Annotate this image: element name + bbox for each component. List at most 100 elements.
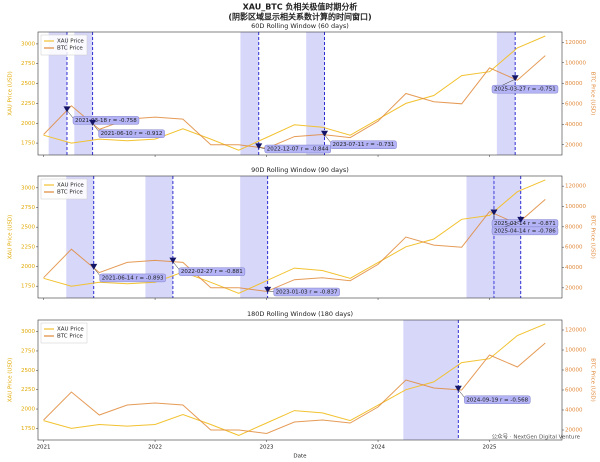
y-tick-label: 2750 (21, 61, 35, 67)
x-tick-label: 2025 (483, 445, 497, 451)
panel-title: 90D Rolling Window (90 days) (251, 166, 349, 174)
annotation-label: 2021-06-14 r = -0.893 (102, 275, 164, 281)
annotation-label: 2025-03-27 r = -0.751 (494, 87, 556, 93)
y2-tick-label: 100000 (565, 204, 586, 210)
extreme-marker (490, 209, 498, 216)
annotation-box (264, 144, 331, 154)
y2-tick-label: 100000 (565, 348, 586, 354)
y-tick-label: 2000 (21, 121, 35, 127)
y-tick-label: 3000 (21, 185, 35, 191)
annotation-label: 2021-03-18 r = -0.758 (75, 118, 137, 124)
y-tick-label: 2250 (21, 101, 35, 107)
y2-tick-label: 40000 (565, 408, 583, 414)
series-line (43, 179, 546, 294)
series-line (43, 323, 546, 436)
y2-axis-label: BTC Price (USD) (590, 72, 596, 116)
extreme-marker (511, 75, 519, 82)
series-line (43, 199, 546, 292)
y-tick-label: 2500 (21, 225, 35, 231)
y2-tick-label: 80000 (565, 81, 583, 87)
y2-axis-label: BTC Price (USD) (590, 358, 596, 402)
y-tick-label: 2750 (21, 205, 35, 211)
y-tick-label: 3000 (21, 329, 35, 335)
annotation-label: 2022-02-27 r = -0.881 (181, 269, 243, 275)
annotation-box (491, 226, 559, 236)
y-tick-label: 2750 (21, 348, 35, 354)
window-shade (403, 320, 459, 440)
y2-tick-label: 120000 (565, 40, 586, 46)
plot-frame (37, 31, 563, 156)
panel-title: 180D Rolling Window (180 days) (247, 310, 353, 318)
legend-label: BTC Price (57, 46, 83, 52)
annotation-label: 2023-07-11 r = -0.731 (333, 142, 395, 148)
extreme-marker (264, 286, 272, 293)
series-line (43, 35, 546, 151)
y-axis-label: XAU Price (USD) (8, 215, 14, 260)
y-tick-label: 3000 (21, 41, 35, 47)
annotation-box (99, 273, 166, 283)
annotation-label: 2023-01-03 r = -0.837 (276, 290, 338, 296)
annotation-label: 2024-09-19 r = -0.568 (466, 397, 528, 403)
extreme-marker (517, 216, 525, 223)
legend-label: XAU Price (57, 39, 84, 45)
figure-title: XAU_BTC 负相关极值时期分析 (243, 2, 358, 12)
y2-tick-label: 20000 (565, 428, 583, 434)
y-tick-label: 2500 (21, 368, 35, 374)
annotation-box (178, 267, 246, 276)
y2-tick-label: 20000 (565, 142, 583, 148)
extreme-marker (454, 385, 462, 392)
window-shade (496, 32, 516, 155)
y2-tick-label: 60000 (565, 101, 583, 107)
window-shade (466, 176, 494, 298)
y2-axis-label: BTC Price (USD) (590, 215, 596, 259)
x-tick-label: 2022 (148, 445, 162, 451)
y2-tick-label: 100000 (565, 60, 586, 66)
window-shade (240, 176, 268, 298)
y2-tick-label: 80000 (565, 368, 583, 374)
legend-label: BTC Price (57, 190, 83, 196)
annotation-box (330, 140, 397, 149)
annotation-label: 2022-12-07 r = -0.844 (267, 147, 329, 153)
y2-tick-label: 120000 (565, 328, 586, 334)
annotation-label: 2025-01-14 r = -0.871 (494, 221, 556, 227)
window-shade (240, 32, 259, 155)
annotation-box (491, 84, 559, 94)
legend-label: BTC Price (57, 334, 83, 340)
legend-label: XAU Price (57, 183, 84, 189)
y2-tick-label: 60000 (565, 245, 583, 251)
extreme-marker (89, 119, 97, 126)
y2-tick-label: 20000 (565, 285, 583, 291)
y-tick-label: 1750 (21, 284, 35, 290)
legend-box (40, 322, 88, 344)
annotation-box (98, 129, 165, 138)
figure-subtitle: (阴影区域显示相关系数计算的时间窗口) (228, 12, 371, 22)
y-tick-label: 2250 (21, 387, 35, 393)
y-tick-label: 2000 (21, 407, 35, 413)
annotation-box (464, 395, 531, 404)
y2-tick-label: 40000 (565, 122, 583, 128)
y2-tick-label: 40000 (565, 265, 583, 271)
y2-tick-label: 80000 (565, 224, 583, 230)
legend-label: XAU Price (57, 327, 84, 333)
extreme-marker (90, 263, 98, 270)
y-tick-label: 2000 (21, 264, 35, 270)
y-tick-label: 2250 (21, 244, 35, 250)
annotation-label: 2021-06-10 r = -0.912 (101, 131, 163, 137)
extreme-marker (321, 130, 329, 137)
plot-frame (37, 175, 563, 299)
extreme-marker (169, 257, 177, 264)
x-tick-label: 2024 (371, 445, 385, 451)
extreme-marker (63, 106, 71, 113)
y-tick-label: 1750 (21, 141, 35, 147)
annotation-box (72, 116, 140, 125)
y-tick-label: 1750 (21, 426, 35, 432)
x-tick-label: 2021 (37, 445, 51, 451)
x-axis-label: Date (293, 454, 307, 460)
plot-area (43, 320, 546, 440)
y-tick-label: 2500 (21, 81, 35, 87)
extreme-marker (255, 143, 263, 150)
plot-frame (37, 319, 563, 441)
panel-title: 60D Rolling Window (60 days) (251, 22, 349, 30)
watermark: 公众号 · NextGen Digital Venture (492, 434, 581, 441)
y-axis-label: XAU Price (USD) (8, 71, 14, 116)
